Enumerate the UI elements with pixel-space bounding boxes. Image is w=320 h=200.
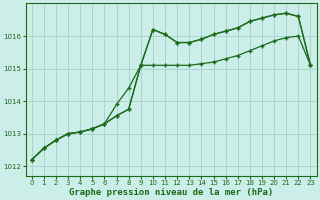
X-axis label: Graphe pression niveau de la mer (hPa): Graphe pression niveau de la mer (hPa)	[69, 188, 273, 197]
